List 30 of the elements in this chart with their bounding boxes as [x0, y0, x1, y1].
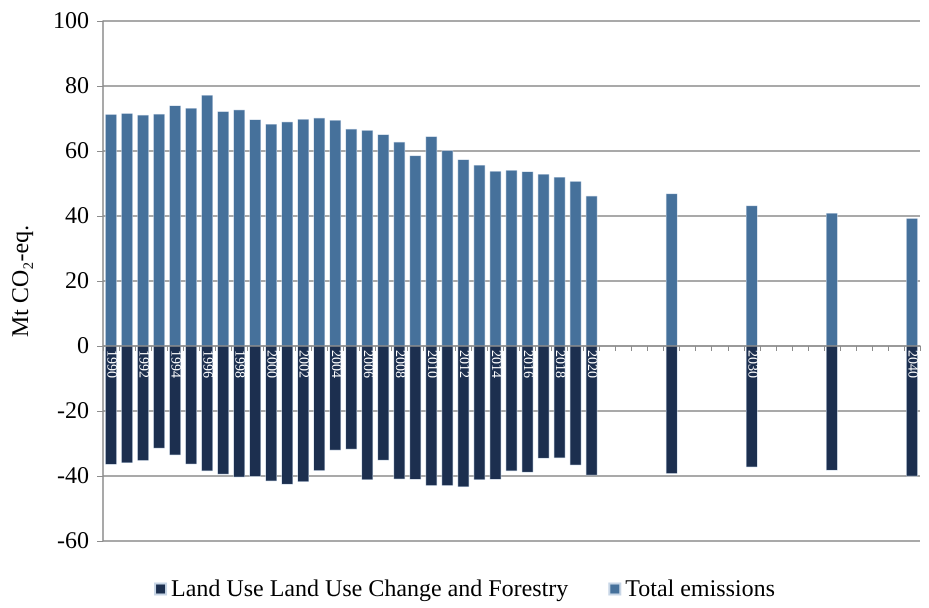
x-tick-label: 1992 — [136, 350, 151, 378]
x-tick-label: 2004 — [328, 350, 343, 378]
y-tick-label: -60 — [57, 528, 89, 554]
x-tick-label: 2014 — [488, 350, 503, 378]
x-tick-label: 2012 — [456, 350, 471, 378]
legend-label: Land Use Land Use Change and Forestry — [171, 576, 568, 602]
x-tick-label: 2010 — [424, 350, 439, 378]
x-tick-label: 1996 — [200, 350, 215, 378]
y-tick-label: 0 — [77, 333, 89, 359]
y-axis-title: Mt CO₂-eq. — [8, 224, 34, 338]
x-tick-label: 2008 — [392, 350, 407, 378]
legend-label: Total emissions — [625, 576, 775, 602]
y-tick-label: 80 — [65, 73, 89, 99]
x-tick-label: 1998 — [232, 350, 247, 378]
x-tick-label: 2016 — [520, 350, 536, 378]
x-tick-label: 2040 — [904, 350, 920, 378]
x-tick-label: 2006 — [360, 350, 375, 378]
y-tick-label: 60 — [65, 138, 89, 164]
y-tick-label: 20 — [65, 268, 89, 294]
x-tick-label: 1994 — [168, 350, 183, 378]
x-tick-label: 2002 — [296, 350, 311, 378]
y-tick-label: 40 — [65, 203, 89, 229]
x-tick-label: 2020 — [584, 350, 600, 378]
y-tick-label: -40 — [57, 463, 89, 489]
y-tick-label: 100 — [53, 8, 89, 34]
x-tick-label: 2030 — [744, 350, 760, 378]
y-tick-label: -20 — [57, 398, 89, 424]
x-tick-label: 2000 — [264, 350, 279, 378]
x-tick-label: 1990 — [104, 350, 119, 378]
x-tick-label: 2018 — [552, 350, 568, 378]
